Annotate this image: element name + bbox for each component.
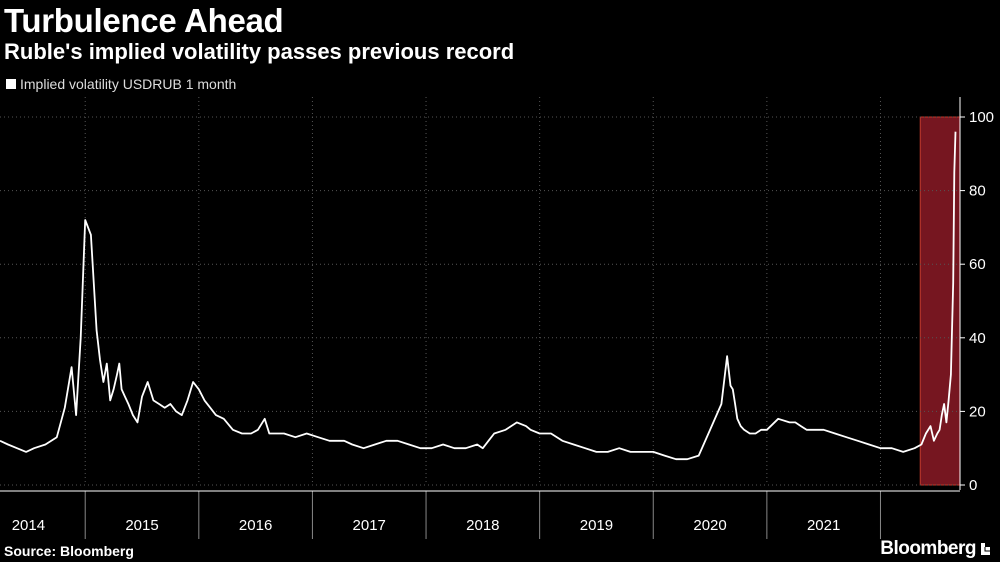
series-line	[0, 131, 957, 461]
legend-swatch	[6, 79, 16, 89]
legend: Implied volatility USDRUB 1 month	[6, 76, 236, 92]
y-tick-label: 0	[969, 477, 977, 494]
y-tick-label: 60	[969, 256, 986, 273]
brand-name: Bloomberg	[880, 538, 976, 559]
x-tick-label: 2019	[580, 517, 613, 534]
chart-title: Turbulence Ahead	[4, 2, 284, 39]
x-tick-label: 2014	[12, 517, 45, 534]
y-tick-label: 40	[969, 330, 986, 347]
bloomberg-mark-icon	[981, 543, 990, 555]
grid-layer	[0, 97, 960, 486]
y-tick-label: 20	[969, 403, 986, 420]
legend-label: Implied volatility USDRUB 1 month	[20, 76, 237, 92]
series-layer	[0, 131, 957, 461]
x-tick-label: 2018	[466, 517, 499, 534]
x-tick-label: 2016	[239, 517, 272, 534]
x-tick-label: 2015	[125, 517, 158, 534]
source-note: Source: Bloomberg	[4, 543, 134, 559]
y-tick-label: 80	[969, 183, 986, 200]
x-tick-label: 2017	[353, 517, 386, 534]
y-tick-label: 100	[969, 109, 994, 126]
chart-subtitle: Ruble's implied volatility passes previo…	[4, 39, 515, 64]
axis-layer: 0 20 40 60 80 100 2014 2015 2016 2017 2018 2019 2020…	[0, 97, 994, 539]
x-tick-label: 2021	[807, 517, 840, 534]
x-tick-label: 2020	[693, 517, 726, 534]
brand-logo: Bloomberg	[880, 538, 992, 560]
